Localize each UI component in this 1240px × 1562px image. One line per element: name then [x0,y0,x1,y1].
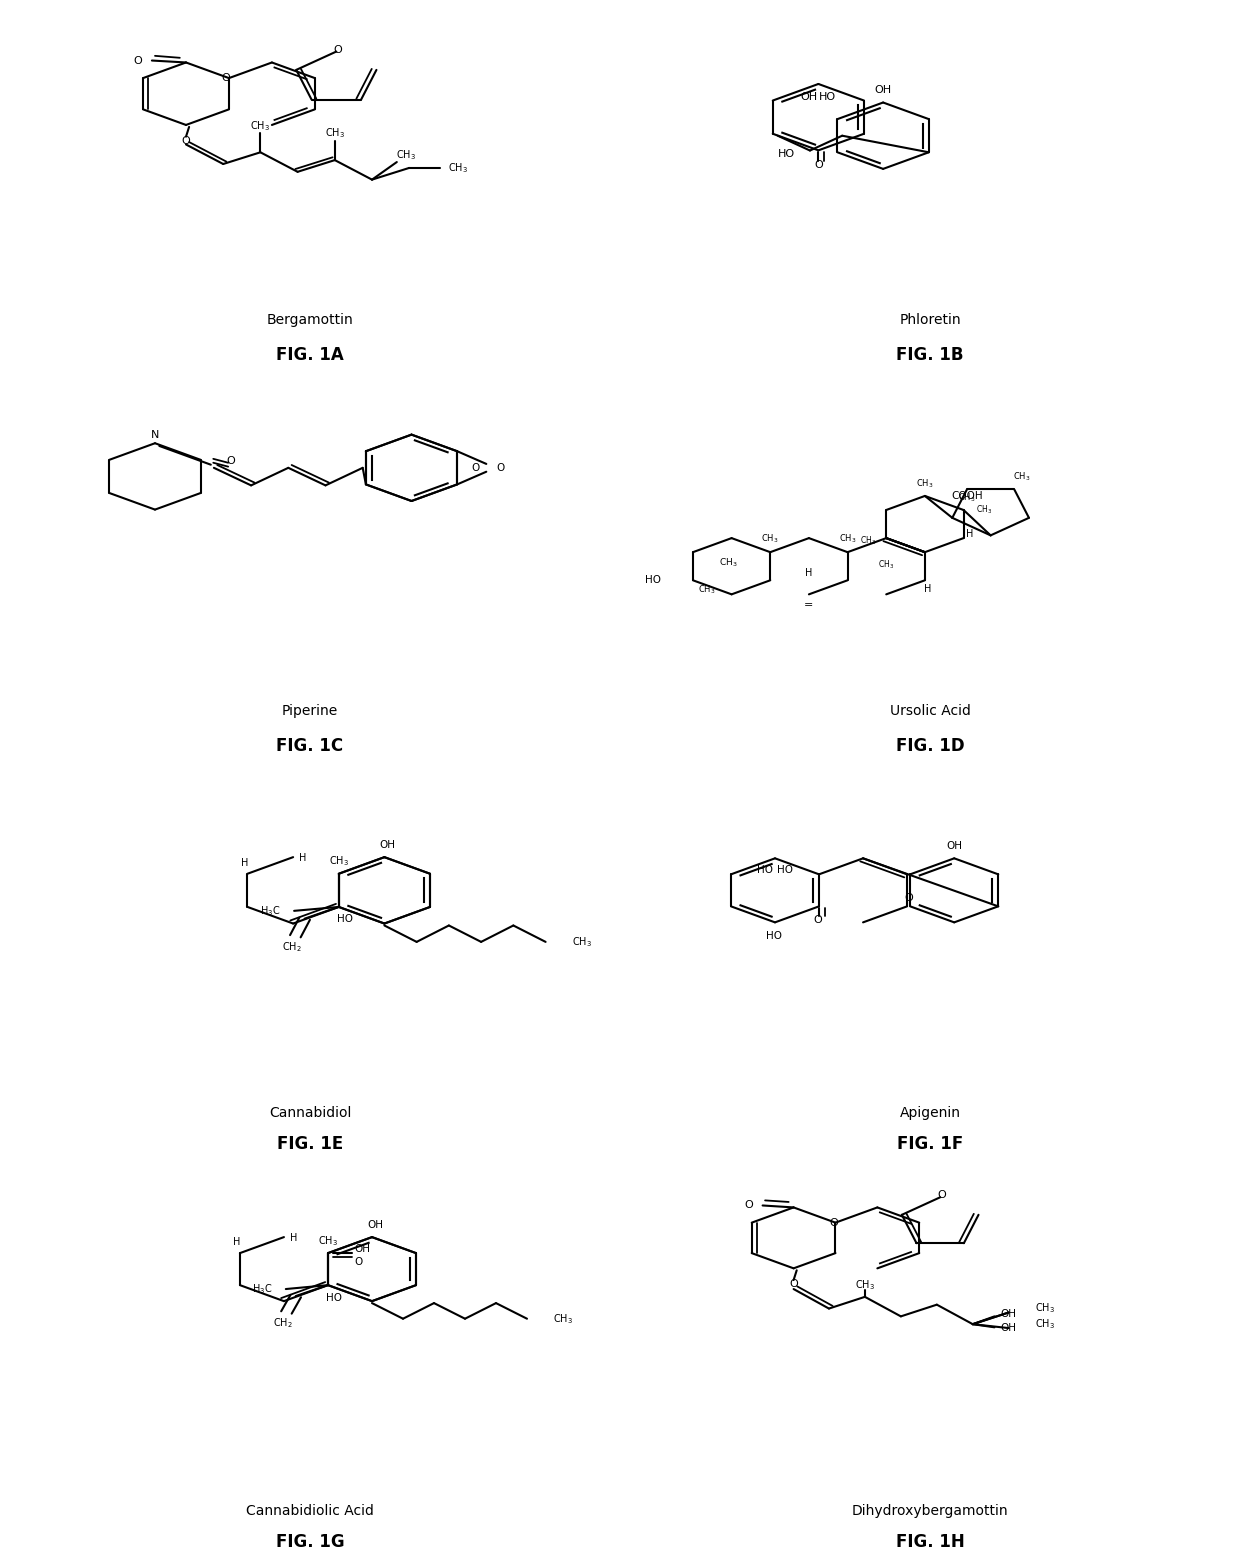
Text: CH$_3$: CH$_3$ [396,148,417,162]
Text: H: H [966,530,973,539]
Text: H: H [233,1237,241,1246]
Text: O: O [904,893,913,903]
Text: O: O [353,1257,362,1267]
Text: OH: OH [353,1245,370,1254]
Text: O: O [496,462,505,473]
Text: Cannabidiolic Acid: Cannabidiolic Acid [246,1504,374,1518]
Text: H$_3$C: H$_3$C [252,1282,272,1296]
Text: O: O [830,1218,838,1228]
Text: CH$_3$: CH$_3$ [329,854,348,868]
Text: CH$_3$: CH$_3$ [572,936,591,948]
Text: CH$_3$: CH$_3$ [854,1278,875,1292]
Text: Piperine: Piperine [281,704,339,717]
Text: CH$_3$: CH$_3$ [698,583,715,597]
Text: COOH: COOH [951,490,982,501]
Text: OH: OH [1001,1309,1017,1320]
Text: CH$_3$: CH$_3$ [317,1234,339,1248]
Text: HO: HO [337,914,353,925]
Text: O: O [937,1190,946,1200]
Text: FIG. 1G: FIG. 1G [275,1534,345,1551]
Text: CH$_3$: CH$_3$ [1034,1301,1055,1315]
Text: OH: OH [801,92,818,102]
Text: HO: HO [756,865,773,875]
Text: H: H [805,569,812,578]
Text: H$_3$C: H$_3$C [259,904,280,918]
Text: FIG. 1C: FIG. 1C [277,737,343,754]
Text: CH$_3$: CH$_3$ [976,503,992,517]
Text: CH$_3$: CH$_3$ [1013,470,1030,483]
Text: Cannabidiol: Cannabidiol [269,1106,351,1120]
Text: OH: OH [874,84,892,95]
Text: CH$_3$: CH$_3$ [878,558,894,570]
Text: HO: HO [818,92,836,102]
Text: CH$_3$: CH$_3$ [859,534,875,547]
Text: CH$_3$: CH$_3$ [325,127,345,141]
Text: CH$_3$: CH$_3$ [838,533,857,545]
Text: N: N [151,430,159,439]
Text: Bergamottin: Bergamottin [267,314,353,326]
Text: FIG. 1D: FIG. 1D [895,737,965,754]
Text: FIG. 1A: FIG. 1A [277,347,343,364]
Text: CH$_3$: CH$_3$ [916,476,934,490]
Text: CH$_3$: CH$_3$ [761,533,779,545]
Text: HO: HO [326,1293,342,1303]
Text: O: O [813,161,823,170]
Text: O: O [181,136,191,145]
Text: FIG. 1F: FIG. 1F [897,1136,963,1153]
Text: HO: HO [645,575,661,586]
Text: H: H [290,1232,296,1243]
Text: CH$_3$: CH$_3$ [719,556,738,569]
Text: =: = [805,600,813,611]
Text: O: O [226,456,236,465]
Text: O: O [789,1279,799,1289]
Text: O: O [813,915,822,925]
Text: Phloretin: Phloretin [899,314,961,326]
Text: CH$_3$: CH$_3$ [250,119,270,133]
Text: FIG. 1B: FIG. 1B [897,347,963,364]
Text: CH$_3$: CH$_3$ [553,1312,573,1326]
Text: H: H [299,853,306,862]
Text: O: O [471,462,480,473]
Text: OH: OH [1001,1323,1017,1332]
Text: Apigenin: Apigenin [899,1106,961,1120]
Text: FIG. 1E: FIG. 1E [277,1136,343,1153]
Text: HO: HO [766,931,781,940]
Text: OH: OH [379,840,396,850]
Text: CH$_3$: CH$_3$ [1034,1317,1055,1331]
Text: H: H [924,584,931,594]
Text: O: O [133,56,143,66]
Text: CH$_3$: CH$_3$ [957,490,976,505]
Text: FIG. 1H: FIG. 1H [895,1534,965,1551]
Text: O: O [222,73,231,83]
Text: CH$_2$: CH$_2$ [283,940,303,954]
Text: HO: HO [777,150,795,159]
Text: HO: HO [777,865,794,875]
Text: OH: OH [367,1220,383,1229]
Text: H: H [241,858,248,868]
Text: CH$_2$: CH$_2$ [274,1317,293,1331]
Text: CH$_3$: CH$_3$ [448,161,467,175]
Text: O: O [334,45,342,55]
Text: Ursolic Acid: Ursolic Acid [889,704,971,717]
Text: OH: OH [946,840,962,851]
Text: O: O [744,1201,754,1211]
Text: Dihydroxybergamottin: Dihydroxybergamottin [852,1504,1008,1518]
